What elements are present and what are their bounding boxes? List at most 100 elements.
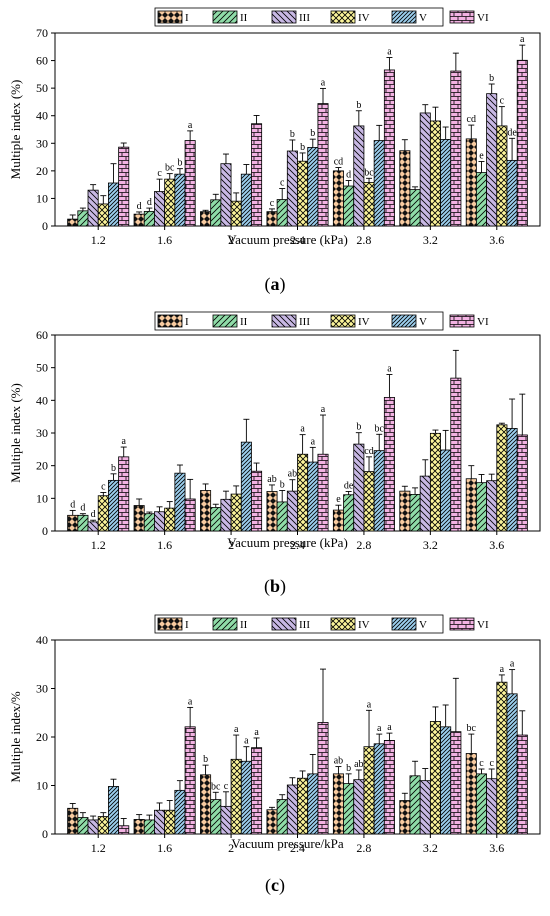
legend-swatch: [330, 10, 356, 24]
significance-letter: a: [300, 424, 305, 435]
bar-iv: [164, 809, 176, 835]
legend-label: IV: [358, 619, 370, 631]
significance-letter: bc: [364, 167, 374, 178]
legend-swatch: [157, 617, 183, 631]
significance-letter: a: [188, 120, 193, 131]
bar-v: [440, 726, 452, 835]
x-tick-label: 3.2: [423, 233, 438, 247]
significance-letter: a: [500, 664, 505, 675]
x-tick-label: 3.2: [423, 538, 438, 552]
bar-ii: [77, 817, 89, 835]
y-tick-label: 70: [36, 26, 48, 40]
bar-v: [440, 139, 452, 227]
significance-letter: c: [489, 758, 494, 769]
legend-label: VI: [477, 12, 489, 24]
bar-iii: [154, 511, 166, 532]
significance-letter: a: [377, 723, 382, 734]
legend-label: VI: [477, 316, 489, 328]
bar-vi: [516, 734, 528, 835]
significance-letter: c: [479, 758, 484, 769]
bar-v: [373, 450, 385, 532]
x-tick-label: 3.6: [489, 538, 504, 552]
bar-vi: [450, 70, 462, 227]
bar-iv: [164, 507, 176, 532]
significance-letter: e: [336, 494, 341, 505]
legend-label: I: [185, 12, 189, 24]
y-tick-label: 40: [36, 393, 48, 407]
legend-item-iii: III: [271, 617, 310, 631]
bar-iii: [286, 150, 298, 227]
bar-v: [108, 182, 120, 227]
y-tick-label: 30: [36, 426, 48, 440]
x-axis-label: Vacuum pressure (kPa): [227, 232, 348, 247]
legend-label: III: [299, 316, 310, 328]
legend-swatch: [157, 10, 183, 24]
x-tick-label: 1.2: [91, 233, 106, 247]
bar-ii: [210, 507, 222, 532]
bar-iv: [97, 816, 109, 835]
legend-item-v: V: [391, 617, 427, 631]
bar-i: [399, 490, 411, 532]
bar-iv: [97, 203, 109, 227]
bar-iii: [154, 191, 166, 227]
bar-iii: [486, 480, 498, 532]
bar-v: [174, 789, 186, 835]
bar-iii: [220, 498, 232, 532]
bar-iv: [164, 178, 176, 227]
bar-ii: [210, 799, 222, 835]
legend-item-ii: II: [212, 10, 248, 24]
legend-label: IV: [358, 316, 370, 328]
x-axis-label: Vacuum pressure (kPa): [227, 535, 348, 550]
bar-iv: [496, 681, 508, 835]
bar-i: [67, 514, 79, 532]
significance-letter: a: [254, 727, 259, 738]
bar-v: [240, 173, 252, 227]
y-tick-label: 30: [36, 682, 48, 696]
panel-label: (a): [265, 274, 286, 295]
bar-iv: [496, 424, 508, 532]
significance-letter: c: [270, 198, 275, 209]
legend-swatch: [391, 617, 417, 631]
legend-label: V: [419, 619, 427, 631]
legend-item-i: I: [157, 314, 189, 328]
bar-v: [240, 441, 252, 532]
significance-letter: b: [310, 128, 315, 139]
bar-ii: [409, 189, 421, 227]
significance-letter: b: [346, 763, 351, 774]
bar-vi: [317, 453, 329, 532]
bar-vi: [251, 470, 263, 532]
bar-iv: [297, 777, 309, 835]
bar-iii: [486, 778, 498, 835]
bar-i: [67, 807, 79, 835]
legend-label: V: [419, 316, 427, 328]
bar-iii: [419, 475, 431, 532]
x-tick-label: 2.4: [290, 233, 305, 247]
bar-i: [266, 211, 278, 227]
bar-iv: [97, 495, 109, 532]
bar-ii: [143, 210, 155, 227]
x-tick-label: 2.8: [356, 538, 371, 552]
significance-letter: ab: [267, 474, 276, 485]
significance-letter: c: [500, 96, 505, 107]
bar-iv: [429, 721, 441, 835]
x-tick-label: 1.6: [157, 841, 172, 855]
bar-ii: [276, 199, 288, 227]
x-tick-label: 1.2: [91, 538, 106, 552]
bar-iii: [353, 125, 365, 227]
significance-letter: bc: [165, 163, 175, 174]
significance-letter: d: [91, 509, 96, 520]
bar-v: [174, 173, 186, 227]
x-tick-label: 2.4: [290, 841, 305, 855]
significance-letter: c: [101, 481, 106, 492]
bar-vi: [251, 747, 263, 835]
bar-iii: [154, 809, 166, 835]
bar-vi: [516, 59, 528, 227]
bar-i: [465, 478, 477, 532]
bar-i: [266, 809, 278, 835]
significance-letter: bc: [375, 423, 385, 434]
bar-ii: [77, 514, 89, 532]
bar-v: [506, 693, 518, 835]
legend-item-iii: III: [271, 10, 310, 24]
bar-v: [373, 743, 385, 835]
